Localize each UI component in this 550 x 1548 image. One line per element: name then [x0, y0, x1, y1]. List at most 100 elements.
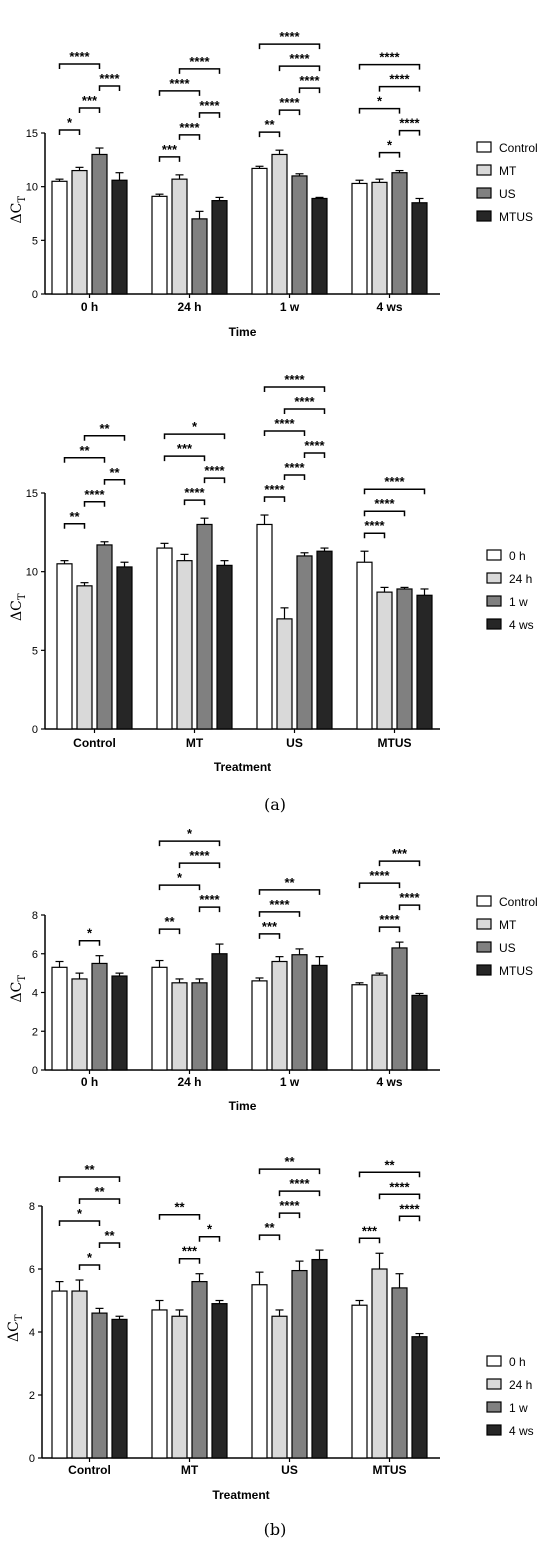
bar	[251, 980, 268, 1071]
significance-label: ****	[299, 73, 320, 88]
significance-bracket	[158, 1213, 201, 1220]
legend-swatch	[476, 164, 492, 176]
significance-label: ****	[369, 868, 390, 883]
bar	[56, 563, 73, 730]
significance-label: ****	[179, 120, 200, 135]
y-tick-label: 2	[29, 1390, 35, 1402]
x-tick-label: 24 h	[177, 300, 201, 314]
significance-label: ****	[199, 892, 220, 907]
significance-label: ****	[69, 49, 90, 64]
significance-label: **	[164, 914, 175, 929]
legend-label: MTUS	[499, 964, 533, 978]
significance-bracket	[363, 532, 386, 539]
legend-label: US	[499, 187, 516, 201]
significance-label: ****	[84, 487, 105, 502]
y-tick-label: 8	[29, 1201, 35, 1213]
significance-label: **	[79, 443, 90, 458]
significance-bracket	[158, 840, 221, 847]
significance-bracket	[398, 1215, 421, 1222]
bar	[151, 195, 168, 295]
significance-bracket	[178, 862, 221, 869]
significance-label: *	[87, 1250, 93, 1265]
significance-bracket	[178, 1257, 201, 1264]
significance-label: ****	[199, 98, 220, 113]
y-tick-label: 10	[26, 567, 38, 579]
legend-swatch	[476, 187, 492, 199]
significance-label: **	[384, 1157, 395, 1172]
bar	[216, 564, 233, 730]
legend-swatch	[486, 1355, 502, 1367]
significance-bracket	[378, 926, 401, 933]
significance-bracket	[78, 107, 101, 114]
bar	[96, 544, 113, 730]
bar	[211, 200, 228, 295]
bar	[91, 153, 108, 295]
significance-label: *	[67, 115, 73, 130]
significance-bracket	[83, 435, 126, 441]
y-tick-label: 6	[29, 1264, 35, 1276]
significance-label: ****	[204, 463, 225, 478]
panel-label-a: (a)	[264, 795, 286, 814]
bar	[371, 181, 388, 295]
significance-bracket	[63, 523, 86, 529]
bar	[111, 975, 128, 1071]
significance-label: *	[87, 926, 93, 941]
bar	[371, 974, 388, 1071]
bar	[411, 1336, 428, 1459]
significance-label: **	[69, 509, 80, 524]
legend-label: 0 h	[509, 549, 526, 563]
legend-label: 0 h	[509, 1355, 526, 1369]
legend-swatch	[476, 895, 492, 907]
bar	[151, 966, 168, 1071]
y-tick-label: 0	[32, 289, 38, 301]
significance-bracket	[263, 386, 326, 393]
legend-label: 1 w	[509, 1401, 528, 1415]
significance-bracket	[58, 1176, 121, 1183]
significance-bracket	[78, 1264, 101, 1271]
legend-swatch	[476, 141, 492, 153]
significance-bracket	[363, 510, 406, 517]
significance-bracket	[158, 90, 201, 96]
bar	[171, 178, 188, 295]
significance-bracket	[283, 408, 326, 415]
bar	[151, 1309, 168, 1459]
y-tick-label: 15	[26, 128, 38, 140]
significance-bracket	[258, 131, 281, 138]
bar	[291, 1269, 308, 1459]
significance-label: ****	[379, 50, 400, 65]
significance-bracket	[398, 129, 421, 136]
y-tick-label: 0	[32, 1065, 38, 1077]
legend-label: MTUS	[499, 210, 533, 224]
y-tick-label: 6	[32, 949, 38, 961]
bar	[271, 960, 288, 1071]
bar	[351, 984, 368, 1071]
bar	[71, 169, 88, 295]
significance-label: **	[84, 1162, 95, 1177]
significance-label: ****	[169, 76, 190, 91]
significance-bracket	[278, 1190, 321, 1197]
y-tick-label: 4	[29, 1327, 35, 1339]
legend-swatch	[486, 618, 502, 630]
significance-bracket	[278, 65, 321, 72]
bar	[271, 153, 288, 295]
significance-label: *	[177, 870, 183, 885]
significance-bracket	[358, 1237, 381, 1244]
significance-bracket	[158, 884, 201, 891]
significance-label: ***	[182, 1244, 198, 1259]
significance-bracket	[198, 906, 221, 913]
y-axis-label: ΔCT	[9, 975, 28, 1003]
significance-bracket	[78, 939, 101, 946]
x-tick-label: MT	[181, 1463, 199, 1477]
bar	[276, 618, 293, 730]
bar	[111, 1318, 128, 1459]
y-axis-label: ΔCT	[6, 1314, 25, 1342]
bar	[176, 560, 193, 730]
significance-bracket	[163, 433, 226, 440]
significance-label: ***	[362, 1223, 378, 1238]
x-tick-label: Control	[73, 736, 116, 750]
y-tick-label: 5	[32, 235, 38, 247]
significance-label: *	[377, 94, 383, 109]
significance-bracket	[178, 68, 221, 74]
